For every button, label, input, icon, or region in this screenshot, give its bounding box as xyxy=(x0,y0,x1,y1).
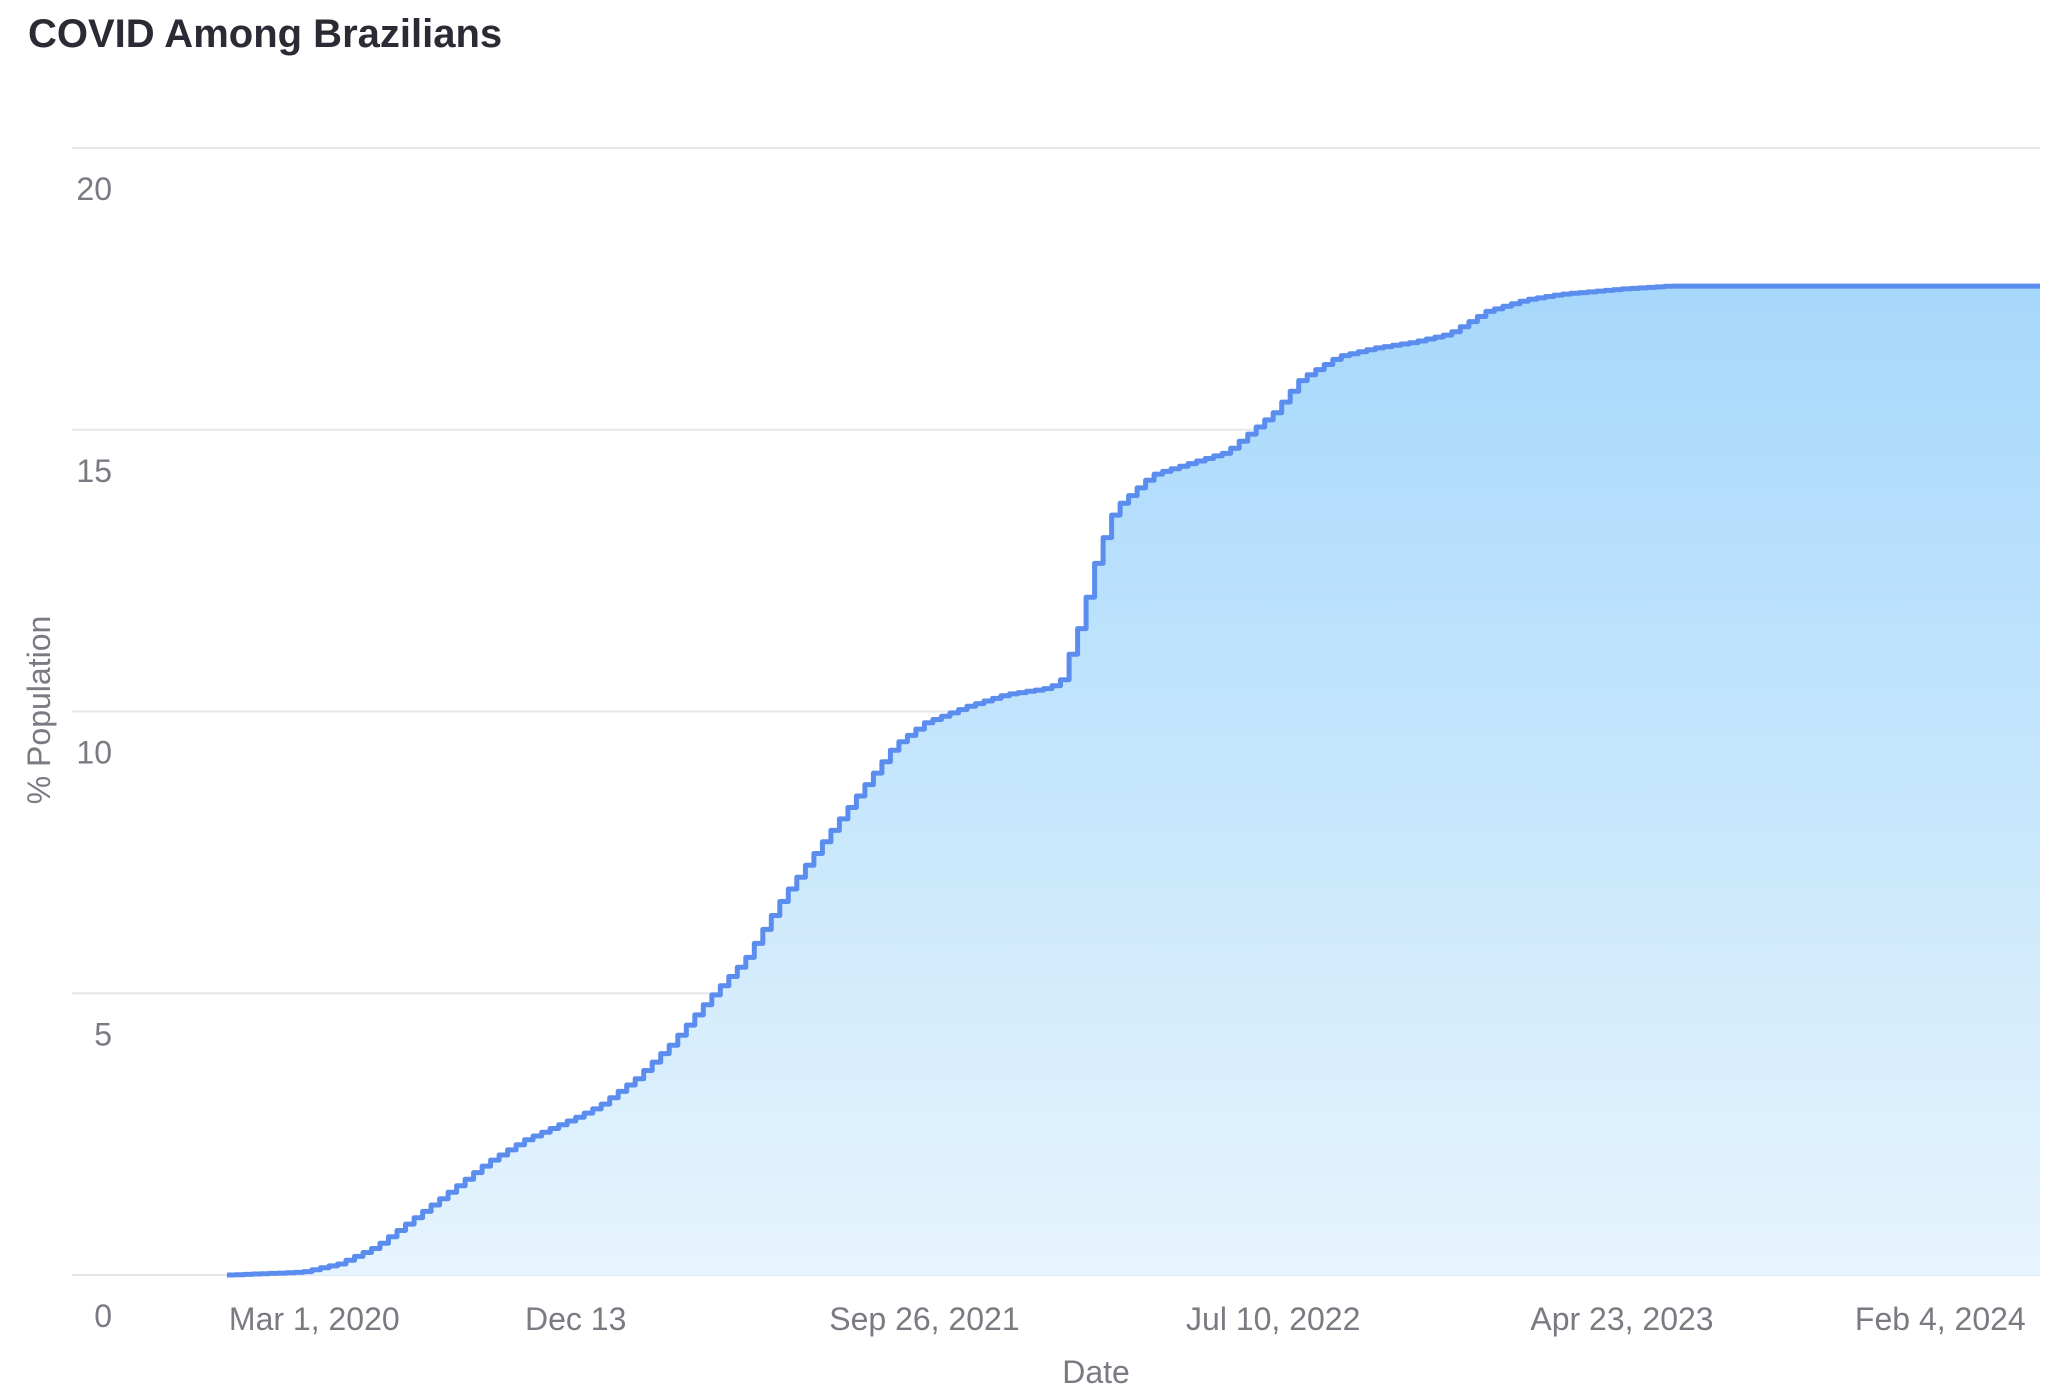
chart-title: COVID Among Brazilians xyxy=(28,12,503,56)
y-tick-label: 20 xyxy=(76,171,112,207)
y-tick-label: 10 xyxy=(76,735,112,771)
x-axis-title: Date xyxy=(1062,1354,1130,1390)
x-tick-label: Jul 10, 2022 xyxy=(1186,1301,1360,1337)
x-tick-label: Dec 13 xyxy=(525,1301,626,1337)
y-tick-label: 5 xyxy=(94,1016,112,1052)
y-axis-title: % Population xyxy=(21,616,57,805)
x-tick-label: Feb 4, 2024 xyxy=(1855,1301,2026,1337)
y-tick-label: 15 xyxy=(76,453,112,489)
x-axis-ticks: Mar 1, 2020 Dec 13 Sep 26, 2021 Jul 10, 202… xyxy=(229,1301,2026,1337)
x-tick-label: Mar 1, 2020 xyxy=(229,1301,400,1337)
y-tick-label: 0 xyxy=(94,1298,112,1334)
area-fill xyxy=(226,286,2040,1276)
x-tick-label: Apr 23, 2023 xyxy=(1530,1301,1713,1337)
series-line-layer xyxy=(226,283,2042,1278)
area-fill-layer xyxy=(226,286,2040,1276)
series-line xyxy=(226,283,2042,1278)
x-tick-label: Sep 26, 2021 xyxy=(829,1301,1019,1337)
y-axis-ticks: 0 5 10 15 20 xyxy=(76,171,112,1334)
